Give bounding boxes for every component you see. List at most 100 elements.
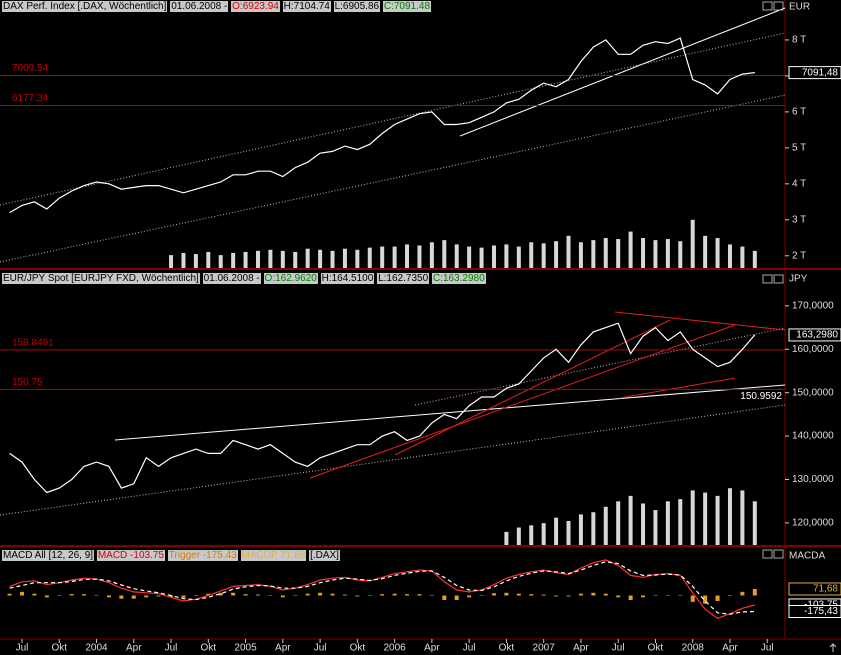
- bar: [678, 595, 683, 597]
- bar: [740, 591, 745, 596]
- header-text: O:162.9620: [263, 273, 318, 284]
- x-tick-label: Jul: [612, 643, 625, 654]
- bar: [255, 594, 260, 596]
- bar: [218, 592, 223, 596]
- y-tick-label: 170,0000: [792, 300, 834, 311]
- bar: [591, 240, 596, 268]
- close-icon[interactable]: [773, 549, 784, 559]
- header-text: Trigger -175.43: [167, 550, 238, 561]
- bar: [94, 595, 99, 597]
- minimize-icon[interactable]: [762, 549, 773, 559]
- bar: [367, 595, 372, 597]
- bar: [305, 248, 310, 268]
- y-tick-label: 2 T: [792, 250, 806, 261]
- bar: [641, 595, 646, 598]
- x-tick-label: 2005: [234, 643, 257, 654]
- bar: [243, 594, 248, 596]
- bar: [280, 250, 285, 268]
- bar: [181, 595, 186, 598]
- bar: [566, 595, 571, 597]
- panel-header: MACD All [12, 26, 9] MACD -103.75 Trigge…: [2, 550, 340, 562]
- bar: [566, 520, 571, 545]
- bar: [678, 241, 683, 268]
- bar: [727, 488, 732, 545]
- panel-header: DAX Perf. Index [.DAX, Wöchentlich] 01.0…: [2, 1, 432, 13]
- bar: [690, 595, 695, 602]
- bar: [69, 594, 74, 596]
- price-line: [9, 322, 756, 494]
- y-tick-label: 150,0000: [792, 387, 834, 398]
- bar: [268, 249, 273, 268]
- bar: [491, 593, 496, 596]
- bar: [156, 595, 161, 597]
- bar: [653, 510, 658, 545]
- level-label: 6177.34: [12, 93, 49, 104]
- bar: [405, 244, 410, 268]
- bar: [231, 592, 236, 596]
- bar: [628, 595, 633, 601]
- header-text: L:6905.86: [333, 1, 381, 12]
- channel-line: [0, 404, 786, 516]
- bar: [454, 244, 459, 268]
- bar: [169, 255, 174, 268]
- bar: [193, 595, 198, 596]
- y-tick-label: 120,0000: [792, 518, 834, 529]
- minimize-icon[interactable]: [762, 274, 773, 284]
- x-tick-label: Apr: [573, 643, 589, 654]
- y-tick-label: 5 T: [792, 142, 806, 153]
- bar: [442, 240, 447, 268]
- bar: [591, 592, 596, 596]
- bar: [566, 235, 571, 268]
- bar: [616, 501, 621, 545]
- bar: [305, 593, 310, 596]
- y-tick-label: 8 T: [792, 35, 806, 46]
- header-text: H:164.5100: [320, 273, 375, 284]
- axis-unit: MACDA: [789, 551, 825, 562]
- bar: [591, 512, 596, 545]
- bar: [467, 246, 472, 268]
- header-text: O:6923.94: [231, 1, 280, 12]
- bar: [665, 239, 670, 268]
- bar: [578, 593, 583, 596]
- trend-line: [459, 7, 786, 137]
- value-marker-box: [788, 66, 841, 80]
- x-tick-label: 2004: [85, 643, 108, 654]
- bar: [32, 593, 37, 596]
- y-tick-label: 140,0000: [792, 431, 834, 442]
- bar: [429, 595, 434, 597]
- scroll-arrow[interactable]: [829, 643, 837, 652]
- value-marker-box: [788, 582, 841, 596]
- bar: [665, 501, 670, 545]
- bar: [19, 591, 24, 596]
- x-tick-label: Jul: [165, 643, 178, 654]
- bar: [690, 219, 695, 268]
- bar: [715, 495, 720, 545]
- bar: [740, 490, 745, 545]
- axis-unit: JPY: [789, 274, 808, 285]
- price-line: [9, 37, 755, 214]
- close-icon[interactable]: [773, 1, 784, 11]
- channel-line: [0, 94, 786, 263]
- bar: [752, 250, 757, 268]
- header-text: EUR/JPY Spot [EURJPY FXD, Wöchentlich]: [2, 273, 200, 284]
- header-text: L:162.7350: [377, 273, 430, 284]
- bar: [44, 595, 49, 598]
- bar: [703, 492, 708, 545]
- window-icons[interactable]: [762, 1, 784, 559]
- bar: [740, 246, 745, 268]
- bar: [106, 595, 111, 598]
- y-tick-label: 3 T: [792, 214, 806, 225]
- bar: [554, 241, 559, 268]
- bar: [243, 251, 248, 268]
- value-marker-box: [788, 328, 841, 342]
- bar: [727, 595, 732, 596]
- value-marker-box: [788, 605, 841, 619]
- bar: [641, 503, 646, 545]
- minimize-icon[interactable]: [762, 1, 773, 11]
- channel-line: [0, 32, 786, 206]
- x-tick-label: Apr: [126, 643, 142, 654]
- close-icon[interactable]: [773, 274, 784, 284]
- bar: [628, 495, 633, 545]
- trend-line: [394, 319, 671, 456]
